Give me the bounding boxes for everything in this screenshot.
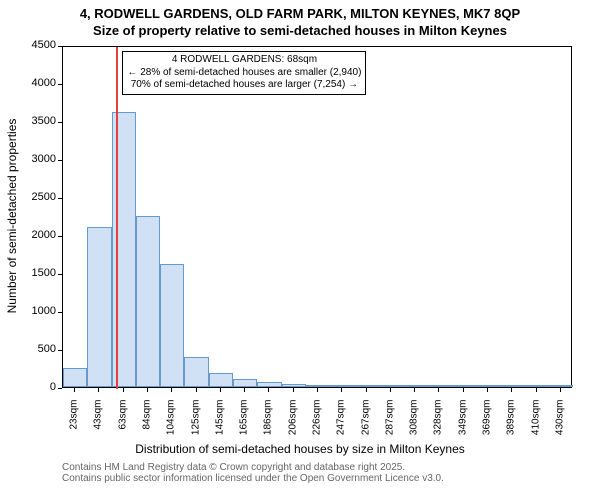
x-tick — [317, 388, 318, 392]
x-tick — [438, 388, 439, 392]
x-tick — [196, 388, 197, 392]
x-tick — [366, 388, 367, 392]
y-tick-label: 1000 — [32, 305, 56, 317]
x-tick-label: 226sqm — [312, 400, 323, 448]
x-tick-label: 43sqm — [93, 400, 104, 448]
y-tick-label: 0 — [50, 381, 56, 393]
x-tick-label: 328sqm — [433, 400, 444, 448]
plot-area: 4 RODWELL GARDENS: 68sqm← 28% of semi-de… — [62, 46, 572, 388]
x-tick — [487, 388, 488, 392]
x-tick-label: 308sqm — [409, 400, 420, 448]
y-tick-label: 500 — [38, 343, 56, 355]
histogram-bar — [524, 385, 548, 387]
y-tick — [58, 84, 62, 85]
annotation-box: 4 RODWELL GARDENS: 68sqm← 28% of semi-de… — [122, 51, 366, 95]
x-tick — [147, 388, 148, 392]
x-tick-label: 125sqm — [190, 400, 201, 448]
annotation-line: 70% of semi-detached houses are larger (… — [127, 79, 361, 92]
histogram-bar — [379, 385, 403, 387]
y-tick — [58, 46, 62, 47]
x-tick — [414, 388, 415, 392]
x-tick — [74, 388, 75, 392]
x-tick-label: 389sqm — [506, 400, 517, 448]
x-tick — [171, 388, 172, 392]
x-tick-label: 23sqm — [69, 400, 80, 448]
x-tick — [98, 388, 99, 392]
histogram-bar — [87, 227, 111, 387]
x-tick-label: 186sqm — [263, 400, 274, 448]
histogram-bar — [184, 357, 208, 387]
y-tick-label: 4500 — [32, 39, 56, 51]
histogram-bar — [233, 379, 257, 387]
property-marker-line — [116, 47, 118, 389]
histogram-bar — [209, 373, 233, 387]
footer-line-2: Contains public sector information licen… — [62, 473, 444, 484]
histogram-bar — [549, 385, 573, 387]
y-axis-label: Number of semi-detached properties — [5, 106, 19, 326]
y-tick-label: 2000 — [32, 229, 56, 241]
histogram-bar — [452, 385, 476, 387]
x-tick — [560, 388, 561, 392]
y-tick-label: 2500 — [32, 191, 56, 203]
y-tick-label: 1500 — [32, 267, 56, 279]
x-tick-label: 430sqm — [554, 400, 565, 448]
y-tick — [58, 236, 62, 237]
x-tick-label: 267sqm — [360, 400, 371, 448]
y-tick — [58, 160, 62, 161]
y-tick — [58, 122, 62, 123]
footer-line-1: Contains HM Land Registry data © Crown c… — [62, 462, 444, 473]
x-tick-label: 287sqm — [384, 400, 395, 448]
y-tick — [58, 198, 62, 199]
chart-title: 4, RODWELL GARDENS, OLD FARM PARK, MILTO… — [0, 0, 600, 40]
y-tick — [58, 350, 62, 351]
x-tick-label: 247sqm — [336, 400, 347, 448]
histogram-bar — [136, 216, 160, 387]
x-tick-label: 145sqm — [214, 400, 225, 448]
x-tick — [244, 388, 245, 392]
histogram-bar — [354, 385, 378, 387]
histogram-bar — [306, 385, 330, 387]
x-tick — [293, 388, 294, 392]
x-tick — [341, 388, 342, 392]
x-tick — [536, 388, 537, 392]
y-tick — [58, 274, 62, 275]
y-tick-label: 3000 — [32, 153, 56, 165]
histogram-bar — [160, 264, 184, 387]
histogram-bar — [257, 382, 281, 387]
histogram-bar — [403, 385, 427, 387]
histogram-bar — [500, 385, 524, 387]
histogram-bar — [112, 112, 136, 387]
x-tick-label: 104sqm — [166, 400, 177, 448]
histogram-bar — [330, 385, 354, 387]
y-tick-label: 3500 — [32, 115, 56, 127]
histogram-bar — [476, 385, 500, 387]
x-tick — [511, 388, 512, 392]
x-tick-label: 63sqm — [117, 400, 128, 448]
x-tick-label: 349sqm — [457, 400, 468, 448]
x-tick-label: 165sqm — [239, 400, 250, 448]
y-tick — [58, 388, 62, 389]
title-line-2: Size of property relative to semi-detach… — [0, 23, 600, 40]
x-tick-label: 369sqm — [482, 400, 493, 448]
x-tick — [390, 388, 391, 392]
x-tick-label: 84sqm — [142, 400, 153, 448]
x-tick-label: 206sqm — [287, 400, 298, 448]
x-tick — [220, 388, 221, 392]
x-tick — [123, 388, 124, 392]
x-tick-label: 410sqm — [530, 400, 541, 448]
title-line-1: 4, RODWELL GARDENS, OLD FARM PARK, MILTO… — [0, 6, 600, 23]
y-tick-label: 4000 — [32, 77, 56, 89]
attribution-footer: Contains HM Land Registry data © Crown c… — [62, 462, 444, 484]
histogram-bar — [63, 368, 87, 387]
histogram-bar — [427, 385, 451, 387]
x-tick — [463, 388, 464, 392]
x-tick — [268, 388, 269, 392]
annotation-line: 4 RODWELL GARDENS: 68sqm — [127, 54, 361, 67]
histogram-bar — [282, 384, 306, 387]
y-tick — [58, 312, 62, 313]
annotation-line: ← 28% of semi-detached houses are smalle… — [127, 67, 361, 80]
